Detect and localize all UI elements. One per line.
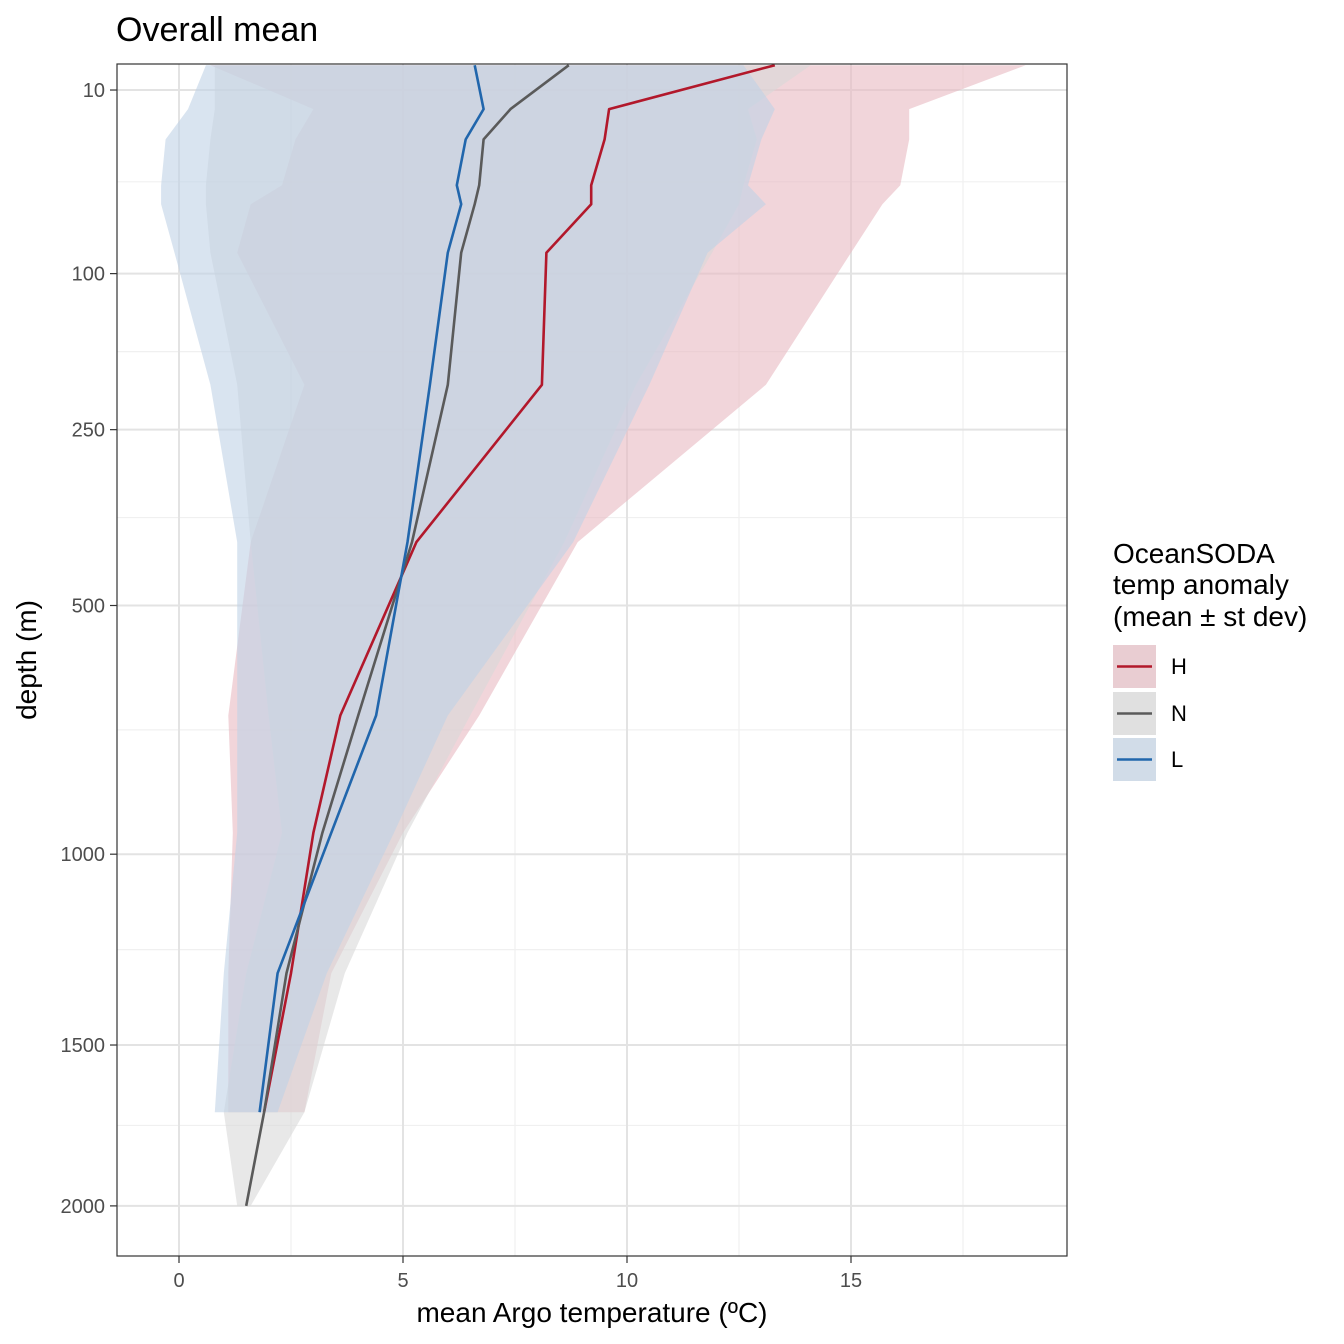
- line-H: [262, 63, 776, 1113]
- y-tick-label: 250: [72, 420, 105, 442]
- line-N: [244, 64, 570, 1207]
- axis-ticks: 0 5 10 15 10 100 250 500 1000 1500 2000: [61, 80, 863, 1292]
- y-tick-label: 2000: [61, 1196, 106, 1218]
- y-tick-label: 1000: [61, 844, 106, 866]
- y-tick-label: 500: [72, 596, 105, 618]
- y-tick-label: 1500: [61, 1035, 106, 1057]
- x-tick-label: 15: [840, 1270, 862, 1292]
- x-axis-title: mean Argo temperature (ºC): [416, 1297, 767, 1328]
- ribbon-L: [161, 65, 775, 1113]
- legend-label-H: H: [1171, 654, 1187, 679]
- legend: OceanSODA temp anomaly (mean ± st dev) H…: [1113, 538, 1307, 781]
- plot-border: [116, 63, 1068, 1257]
- y-tick-label: 100: [72, 264, 105, 286]
- chart-title: Overall mean: [116, 11, 318, 49]
- x-tick-label: 0: [173, 1270, 184, 1292]
- line-L: [258, 64, 485, 1113]
- legend-title-line-2: temp anomaly: [1113, 569, 1289, 600]
- legend-label-L: L: [1171, 747, 1183, 772]
- legend-title-line-3: (mean ± st dev): [1113, 601, 1307, 632]
- legend-title-line-1: OceanSODA: [1113, 538, 1275, 569]
- legend-label-N: N: [1171, 701, 1187, 726]
- ribbons: [161, 65, 1026, 1206]
- x-tick-label: 10: [616, 1270, 638, 1292]
- x-tick-label: 5: [397, 1270, 408, 1292]
- y-axis-title: depth (m): [11, 600, 42, 720]
- y-tick-label: 10: [83, 80, 105, 102]
- mean-lines: [244, 63, 776, 1207]
